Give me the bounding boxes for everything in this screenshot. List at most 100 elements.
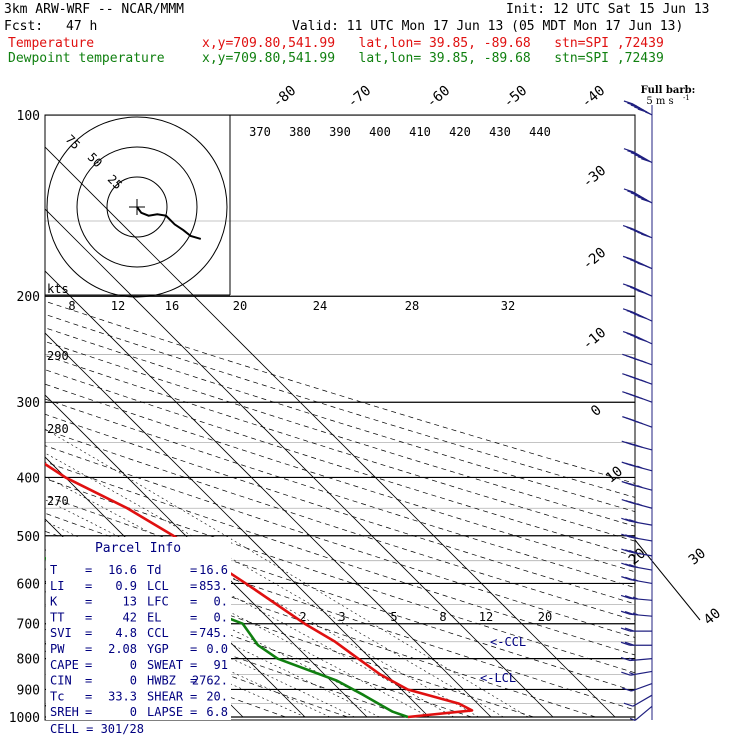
wind-barb-half-flag [632, 612, 639, 616]
barb-legend-exponent: -1 [683, 94, 690, 102]
isotherm-label: 0 [588, 402, 605, 420]
pressure-label: 500 [17, 530, 40, 545]
wind-barb-flag [633, 443, 643, 448]
parcel-equals: = [85, 705, 92, 719]
wind-barb [621, 562, 653, 571]
wind-barb [620, 594, 653, 601]
mixing-ratio-label: 12 [111, 299, 125, 313]
wind-barb [622, 308, 653, 322]
parcel-key: T [50, 563, 57, 577]
wind-barb-flag [623, 148, 634, 153]
parcel-key: SHEAR [147, 689, 184, 703]
parcel-equals: = [190, 705, 197, 719]
pressure-label: 300 [17, 396, 40, 411]
mixing-ratio-label: 28 [405, 299, 419, 313]
parcel-key: YGP [147, 642, 169, 656]
dry-adiabat [45, 341, 635, 527]
parcel-equals: = [85, 595, 92, 609]
wind-barb-flag [629, 534, 639, 540]
forecast-hour: 47 h [66, 19, 98, 34]
parcel-key: LAPSE [147, 705, 183, 719]
hodograph-ring-label: 25 [105, 172, 125, 192]
parcel-value: 0 [130, 705, 137, 719]
wind-barb-flag [629, 519, 639, 524]
mixing-ratio-low-label: 2 [299, 610, 306, 624]
dry-adiabat [45, 398, 635, 588]
wind-barb [622, 255, 653, 270]
model-title: 3km ARW-WRF -- NCAR/MMM [4, 2, 185, 17]
mixing-ratio-label: 16 [165, 299, 179, 313]
mixing-ratio-label: 24 [313, 299, 327, 313]
wind-barb-flag [633, 420, 643, 425]
dry-adiabat [45, 383, 635, 573]
parcel-value: 0.0 [206, 642, 228, 656]
wind-barb [622, 373, 653, 385]
mixing-ratio-low-label: 3 [338, 610, 345, 624]
parcel-key: K [50, 595, 58, 609]
wind-barb-flag [637, 108, 647, 113]
wind-barb-flag [634, 106, 644, 111]
wind-barb [620, 641, 652, 646]
parcel-equals: = [85, 642, 92, 656]
hodograph-units: kts [47, 282, 69, 296]
parcel-key: CIN [50, 674, 72, 688]
isotherm [45, 146, 616, 718]
dewpoint-legend: Dewpoint temperature [8, 51, 165, 66]
wind-barb [620, 657, 653, 662]
isotherm-label: -60 [424, 83, 454, 112]
theta-label: 400 [369, 125, 391, 139]
wind-barb [622, 225, 653, 239]
wind-barb-flag [627, 102, 637, 107]
pressure-label: 700 [17, 618, 40, 633]
wind-barb-flag [637, 156, 647, 161]
parcel-equals: = [85, 579, 92, 593]
wind-barb-half-flag [632, 578, 639, 582]
parcel-value: 0 [130, 674, 137, 688]
wind-barb-half-flag [641, 360, 647, 364]
dewpoint-location: x,y=709.80,541.99 lat,lon= 39.85, -89.68… [202, 51, 664, 66]
wind-barb-flag [641, 198, 651, 203]
wind-barb-flag [637, 315, 647, 320]
pressure-label: 400 [17, 471, 40, 486]
pressure-label: 600 [17, 577, 40, 592]
parcel-info-title: Parcel Info [95, 541, 181, 556]
parcel-equals: = [85, 658, 92, 672]
isotherm-label: 30 [686, 545, 709, 568]
parcel-key: SWEAT [147, 658, 183, 672]
wind-barb [623, 694, 653, 707]
wind-barb-flag [633, 357, 643, 362]
theta-label: 430 [489, 125, 511, 139]
wind-barb-flag [630, 104, 641, 109]
wind-barb-flag [627, 150, 637, 155]
wind-barb-flag [627, 190, 637, 195]
parcel-equals: = [190, 626, 197, 640]
isotherm-label: -20 [580, 245, 610, 274]
wind-barb [623, 100, 653, 116]
parcel-value: 853. [199, 579, 228, 593]
plot-border [44, 114, 636, 721]
wind-barb-flag [620, 610, 631, 615]
hodograph-ring [76, 146, 198, 268]
wind-barb [622, 353, 653, 366]
wind-barb-half-flag [632, 596, 639, 600]
pressure-label: 100 [17, 109, 40, 124]
mixing-ratio-low-label: 8 [439, 610, 446, 624]
parcel-value: 0 [130, 658, 137, 672]
wind-barb-half-flag [644, 292, 651, 296]
parcel-key: LCL [147, 579, 169, 593]
parcel-key: Tc [50, 689, 64, 703]
wind-barb-flag [633, 395, 643, 400]
pressure-label: 200 [17, 290, 40, 305]
isotherm-label: 40 [701, 605, 724, 628]
temperature-location: x,y=709.80,541.99 lat,lon= 39.85, -89.68… [202, 36, 664, 51]
wind-barb-flag [624, 641, 635, 646]
lcl-marker: <-LCL [480, 671, 516, 685]
theta-side-label: 290 [47, 349, 69, 363]
parcel-value: 2.08 [108, 642, 137, 656]
wind-barb [621, 517, 653, 526]
plot-frame [44, 114, 701, 721]
pressure-label: 900 [17, 683, 40, 698]
hodograph-trace [136, 206, 202, 240]
mixing-ratio-low-label: 5 [390, 610, 397, 624]
